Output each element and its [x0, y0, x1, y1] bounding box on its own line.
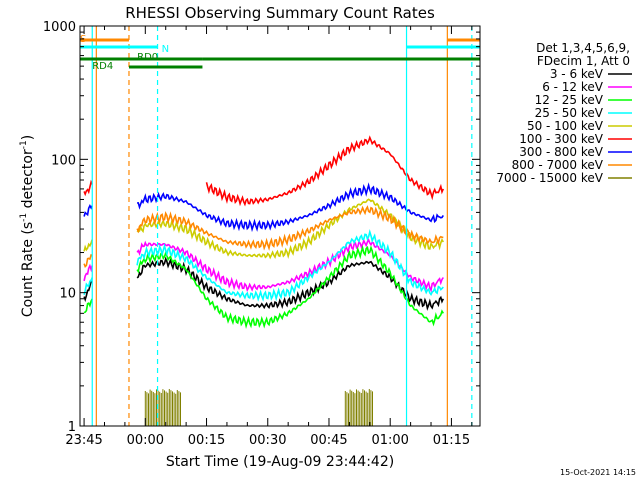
- series-7: [83, 205, 444, 269]
- series-3: [83, 228, 444, 302]
- series-line: [136, 198, 444, 260]
- x-tick-label: 00:30: [249, 433, 286, 448]
- decim0-flag-label: RD0: [137, 52, 158, 63]
- legend-entry: 100 - 300 keV: [519, 132, 632, 146]
- x-tick-label: 23:45: [65, 433, 102, 448]
- x-axis: 23:45 00:00 00:15 00:30 00:45 01:00 01:15: [65, 26, 473, 448]
- decim4-flag-label: RD4: [92, 61, 113, 72]
- legend-entry: 12 - 25 keV: [535, 93, 632, 107]
- night-flag-label: N: [162, 44, 169, 55]
- y-tick-label: 10: [59, 287, 76, 302]
- x-tick-label: 00:15: [188, 433, 225, 448]
- chart-title: RHESSI Observing Summary Count Rates: [125, 4, 435, 22]
- series-8: [144, 388, 374, 426]
- series-line: [136, 256, 445, 311]
- y-axis-label-sup-2: -1: [19, 140, 29, 149]
- y-tick-label: 100: [51, 153, 76, 168]
- series-0: [83, 256, 445, 311]
- legend-header: FDecim 1, Att 0: [537, 54, 630, 68]
- legend: Det 1,3,4,5,6,9,FDecim 1, Att 03 - 6 keV…: [496, 41, 632, 185]
- series-line: [136, 244, 444, 330]
- y-tick-label: 1000: [43, 20, 76, 35]
- legend-entry: 300 - 800 keV: [519, 145, 632, 159]
- x-tick-label: 01:00: [371, 433, 408, 448]
- saa-flag-label: S: [80, 34, 86, 45]
- legend-label: 300 - 800 keV: [519, 145, 603, 159]
- y-axis-label-sup-1: -1: [19, 213, 29, 222]
- series-1: [83, 238, 444, 293]
- series-line: [136, 238, 444, 293]
- series-line: [83, 279, 93, 303]
- x-axis-label: Start Time (19-Aug-09 23:44:42): [166, 454, 394, 470]
- x-tick-label: 00:00: [127, 433, 164, 448]
- series-line: [83, 263, 93, 282]
- y-tick-label: 1: [68, 420, 76, 435]
- series-line: [83, 179, 93, 197]
- series-line: [205, 135, 445, 207]
- legend-label: 6 - 12 keV: [542, 80, 604, 94]
- legend-label: 3 - 6 keV: [550, 67, 604, 81]
- legend-label: 50 - 100 keV: [527, 119, 604, 133]
- series-line: [83, 298, 93, 314]
- series-4: [83, 198, 444, 260]
- series-line: [83, 277, 93, 296]
- timestamp: 15-Oct-2021 14:15: [560, 468, 636, 477]
- x-tick-label: 00:45: [310, 433, 347, 448]
- y-axis-label-tail: detector: [20, 149, 36, 213]
- series-line: [83, 203, 93, 217]
- legend-label: 100 - 300 keV: [519, 132, 603, 146]
- legend-entry: 800 - 7000 keV: [512, 158, 632, 172]
- series-line: [137, 182, 444, 233]
- series-6: [83, 182, 444, 233]
- series-2: [83, 244, 444, 330]
- legend-label: 7000 - 15000 keV: [496, 171, 603, 185]
- y-axis-label: Count Rate (s-1 detector-1): [19, 135, 36, 317]
- legend-label: 800 - 7000 keV: [512, 158, 604, 172]
- y-axis-label-main: Count Rate (s: [20, 222, 36, 317]
- plot-frame: [79, 25, 481, 427]
- legend-label: 25 - 50 keV: [535, 106, 604, 120]
- flags-layer: S N RD0 RD4: [80, 26, 480, 426]
- legend-entry: 50 - 100 keV: [527, 119, 632, 133]
- series-line: [136, 205, 444, 251]
- series-line: [83, 253, 93, 269]
- y-axis-label-close: ): [20, 135, 36, 140]
- legend-entry: 7000 - 15000 keV: [496, 171, 632, 185]
- y-axis: 1 10 100 1000: [43, 20, 480, 435]
- series-layer: [83, 135, 445, 426]
- series-line: [83, 239, 93, 252]
- legend-entry: 3 - 6 keV: [550, 67, 632, 81]
- legend-label: 12 - 25 keV: [535, 93, 604, 107]
- legend-header: Det 1,3,4,5,6,9,: [536, 41, 630, 55]
- series-5: [83, 135, 445, 207]
- legend-entry: 25 - 50 keV: [535, 106, 632, 120]
- series-line: [136, 228, 444, 302]
- x-tick-label: 01:15: [433, 433, 470, 448]
- legend-entry: 6 - 12 keV: [542, 80, 632, 94]
